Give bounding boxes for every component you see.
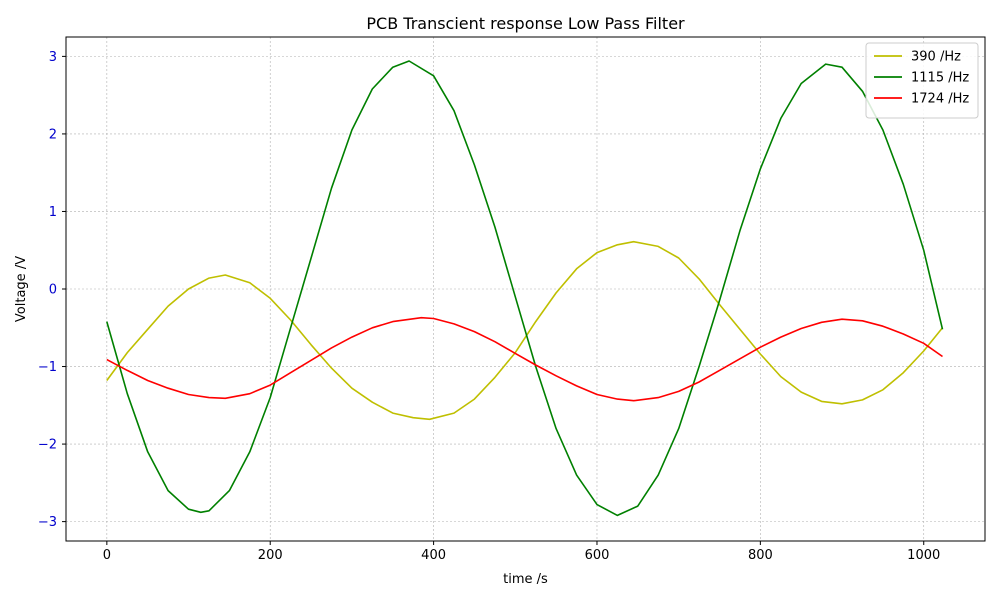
- grid-lines: [66, 37, 985, 541]
- x-tick-label: 200: [258, 548, 283, 563]
- x-tick-label: 0: [103, 548, 111, 563]
- x-tick-label: 400: [421, 548, 446, 563]
- y-tick-label: 2: [49, 127, 57, 142]
- y-axis: −3 −2 −1 0 1 2 3: [38, 50, 66, 530]
- legend: 390 /Hz 1115 /Hz 1724 /Hz: [865, 42, 979, 119]
- y-tick-label: −1: [38, 360, 57, 375]
- legend-label: 390 /Hz: [911, 50, 961, 65]
- legend-box: [865, 42, 979, 119]
- x-axis-title: time /s: [503, 572, 548, 587]
- y-tick-label: 0: [49, 283, 57, 298]
- series-line-2: [106, 60, 944, 517]
- chart-title: PCB Transcient response Low Pass Filter: [366, 14, 685, 33]
- x-tick-label: 800: [748, 548, 773, 563]
- y-tick-label: −3: [38, 515, 57, 530]
- x-axis: 0 200 400 600 800 1000: [103, 541, 940, 563]
- legend-label: 1115 /Hz: [911, 71, 969, 86]
- y-tick-label: −2: [38, 438, 57, 453]
- series-line-3: [106, 316, 943, 402]
- y-tick-label: 1: [49, 205, 57, 220]
- y-tick-label: 3: [49, 50, 57, 65]
- x-tick-label: 1000: [907, 548, 940, 563]
- series-layer: [106, 60, 944, 517]
- series-line-1: [106, 240, 944, 421]
- y-axis-title: Voltage /V: [14, 256, 29, 322]
- x-tick-label: 600: [585, 548, 610, 563]
- legend-label: 1724 /Hz: [911, 92, 969, 107]
